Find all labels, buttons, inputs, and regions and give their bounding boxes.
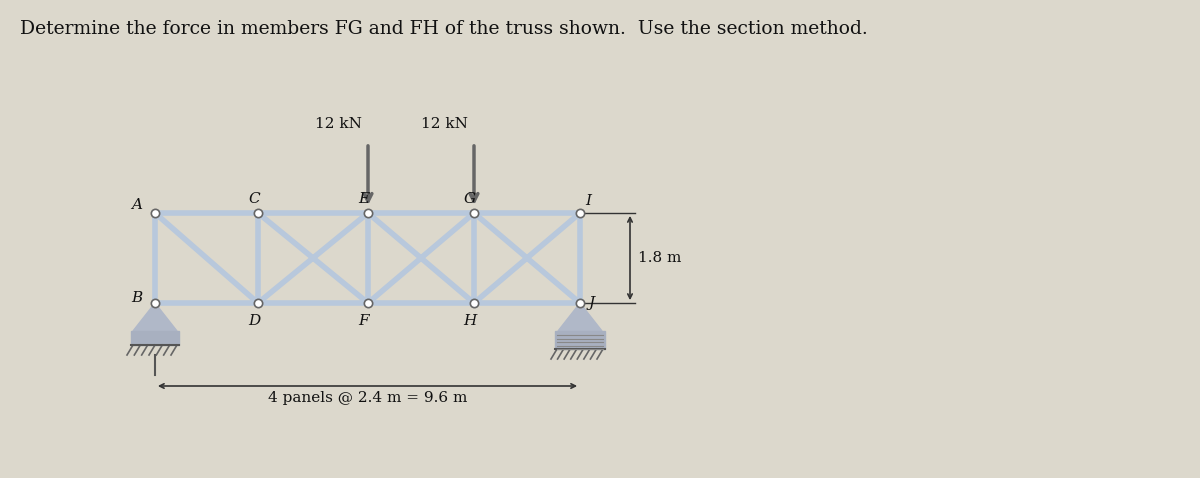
Text: G: G [464,192,476,206]
Text: 1.8 m: 1.8 m [638,251,682,265]
Polygon shape [133,303,178,331]
Text: F: F [359,314,370,328]
Text: 12 kN: 12 kN [420,117,468,131]
Text: J: J [589,296,595,310]
Bar [131,331,179,345]
Text: D: D [248,314,260,328]
Text: 12 kN: 12 kN [314,117,361,131]
Bar [554,331,605,349]
Text: Determine the force in members FG and FH of the truss shown.  Use the section me: Determine the force in members FG and FH… [20,20,868,38]
Text: C: C [248,192,260,206]
Text: E: E [359,192,370,206]
Text: 4 panels @ 2.4 m = 9.6 m: 4 panels @ 2.4 m = 9.6 m [268,391,467,405]
Text: B: B [131,291,143,305]
Text: I: I [586,194,592,208]
Text: H: H [463,314,476,328]
Text: A: A [132,198,143,212]
Polygon shape [558,303,602,331]
